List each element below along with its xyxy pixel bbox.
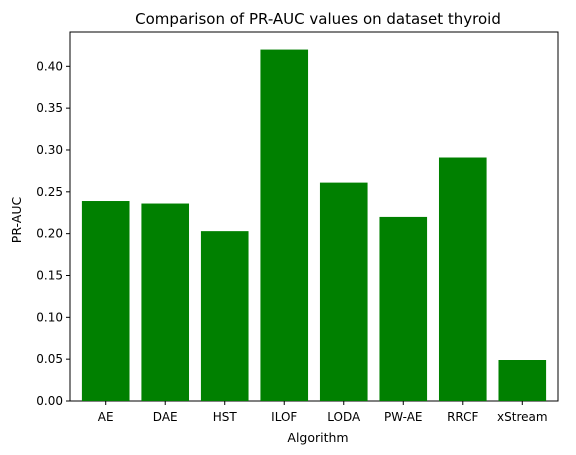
y-tick-label: 0.05 bbox=[36, 352, 63, 366]
x-tick-label: LODA bbox=[327, 410, 361, 424]
y-tick-label: 0.35 bbox=[36, 101, 63, 115]
y-axis: 0.00 0.05 0.10 0.15 0.20 0.25 0.30 0.35 0.40 bbox=[36, 59, 70, 408]
y-tick-label: 0.10 bbox=[36, 310, 63, 324]
bar-hst bbox=[200, 231, 249, 401]
bar-xstream bbox=[498, 360, 547, 401]
y-tick-label: 0.00 bbox=[36, 394, 63, 408]
y-tick-label: 0.20 bbox=[36, 227, 63, 241]
bar-ilof bbox=[260, 49, 309, 401]
plot-area bbox=[69, 31, 559, 402]
x-axis-label: Algorithm bbox=[287, 430, 348, 445]
x-tick-label: AE bbox=[98, 410, 114, 424]
bar-rrcf bbox=[438, 157, 487, 401]
x-tick-label: RRCF bbox=[447, 410, 478, 424]
x-axis: AE DAE HST ILOF LODA PW-AE RRCF xStream bbox=[98, 401, 548, 424]
plot-frame bbox=[69, 31, 559, 402]
y-axis-label: PR-AUC bbox=[9, 197, 24, 244]
x-tick-label: DAE bbox=[153, 410, 178, 424]
bar-ae bbox=[81, 201, 130, 401]
y-tick-label: 0.25 bbox=[36, 185, 63, 199]
bar-dae bbox=[141, 203, 190, 401]
x-tick-label: xStream bbox=[497, 410, 548, 424]
bars-group bbox=[81, 49, 547, 401]
chart-title: Comparison of PR-AUC values on dataset t… bbox=[135, 10, 501, 28]
y-tick-label: 0.30 bbox=[36, 143, 63, 157]
y-tick-label: 0.15 bbox=[36, 268, 63, 282]
bar-pw-ae bbox=[379, 216, 428, 401]
x-tick-label: HST bbox=[213, 410, 238, 424]
x-tick-label: ILOF bbox=[271, 410, 297, 424]
x-tick-label: PW-AE bbox=[384, 410, 422, 424]
y-tick-label: 0.40 bbox=[36, 59, 63, 73]
bar-loda bbox=[319, 182, 368, 401]
